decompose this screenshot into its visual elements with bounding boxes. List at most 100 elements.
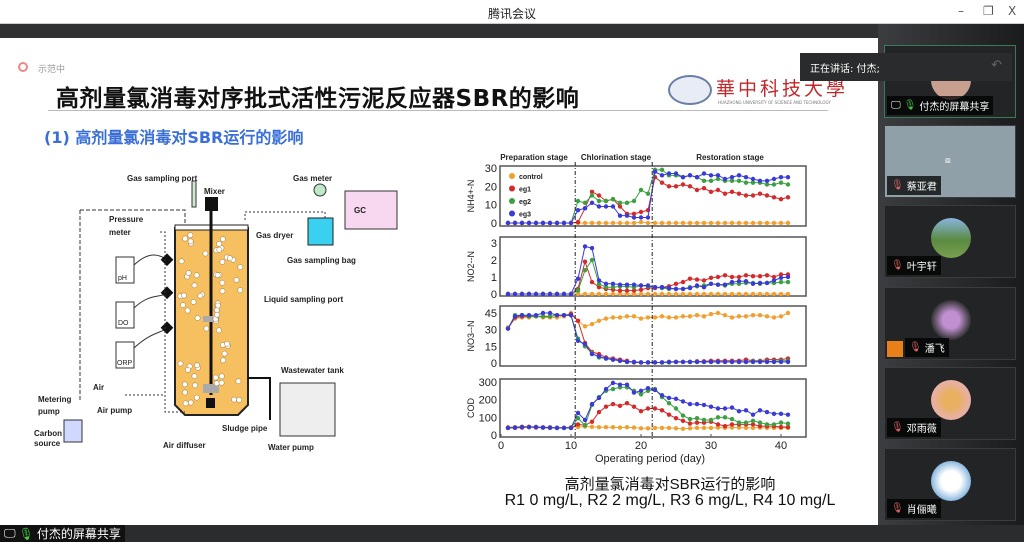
bubble <box>193 394 200 401</box>
data-point-control <box>659 314 665 319</box>
bubble <box>216 246 223 253</box>
data-point-eg3 <box>722 282 728 287</box>
data-point-eg3 <box>540 291 546 297</box>
data-point-control <box>708 291 714 297</box>
data-point-eg3 <box>659 393 665 398</box>
data-point-control <box>596 425 602 430</box>
data-point-control <box>736 220 742 226</box>
data-point-control <box>715 291 721 297</box>
data-point-eg3 <box>694 359 700 365</box>
legend-marker-eg2 <box>509 198 515 204</box>
data-point-control <box>757 313 763 318</box>
bubble <box>187 238 194 245</box>
screen-share-icon: 🖵 <box>4 526 16 540</box>
data-point-eg1 <box>589 419 595 424</box>
wastewater-tank-shape <box>279 382 336 437</box>
data-point-control <box>743 220 749 226</box>
restore-button[interactable]: ❐ <box>983 4 994 18</box>
data-point-eg3 <box>561 220 567 226</box>
university-logo <box>668 75 712 105</box>
data-point-eg3 <box>757 408 763 413</box>
bubble <box>237 264 244 271</box>
data-point-control <box>785 310 791 316</box>
bubble <box>184 307 191 314</box>
data-point-eg3 <box>575 207 581 213</box>
bubble <box>182 400 189 407</box>
bubble <box>231 396 237 403</box>
data-point-eg2 <box>610 386 616 392</box>
y-axis-label: COD <box>466 398 476 419</box>
data-point-eg2 <box>729 416 735 422</box>
data-point-eg1 <box>729 422 735 427</box>
data-point-eg3 <box>701 402 707 408</box>
bubble <box>219 279 226 286</box>
data-point-eg3 <box>638 388 644 394</box>
label-pressure: Pressure <box>109 215 144 224</box>
data-point-control <box>694 313 700 318</box>
data-point-eg1 <box>778 424 784 430</box>
y-tick-label: 0 <box>491 358 497 370</box>
data-point-control <box>666 220 672 226</box>
data-point-eg1 <box>645 406 651 411</box>
data-point-eg1 <box>715 274 721 280</box>
data-point-control <box>631 425 637 430</box>
screen-share-icon: 🖵 <box>891 100 901 111</box>
minimize-button[interactable]: – <box>958 4 964 18</box>
bubble <box>215 302 221 309</box>
data-point-control <box>673 291 679 297</box>
data-point-control <box>757 220 763 226</box>
data-point-eg2 <box>743 180 749 185</box>
data-point-eg2 <box>610 285 616 290</box>
data-point-eg3 <box>778 174 784 180</box>
data-point-eg2 <box>757 420 763 425</box>
data-point-eg3 <box>778 359 784 365</box>
label-ph: pH <box>118 275 127 282</box>
data-point-eg3 <box>757 280 763 286</box>
participant-name: 邓雨薇 <box>906 424 937 435</box>
data-point-eg2 <box>596 198 602 204</box>
legend-marker-eg3 <box>509 210 515 217</box>
data-point-control <box>701 220 707 226</box>
data-point-eg3 <box>673 359 679 365</box>
data-point-eg1 <box>736 191 742 196</box>
data-point-control <box>582 220 588 226</box>
data-point-eg1 <box>708 275 714 281</box>
mic-muted-icon: 🎙 <box>891 260 904 271</box>
data-point-eg3 <box>610 380 616 386</box>
bubble <box>191 282 198 289</box>
series-line-eg1 <box>507 313 789 363</box>
data-point-eg2 <box>764 182 770 187</box>
data-point-eg3 <box>554 425 560 431</box>
mic-muted-icon: 🎙 <box>891 180 904 191</box>
data-point-control <box>638 291 644 297</box>
bubble <box>218 379 225 386</box>
y-tick-label: 0 <box>491 289 497 301</box>
data-point-eg2 <box>715 415 721 420</box>
y-axis-label: NO3--N <box>466 321 476 352</box>
data-point-control <box>645 315 651 320</box>
data-point-eg3 <box>631 282 637 287</box>
speaking-indicator: 正在讲话: 付杰; ↶ <box>800 53 1012 81</box>
data-point-eg1 <box>617 403 623 409</box>
data-point-eg2 <box>575 416 581 421</box>
data-point-control <box>610 425 616 430</box>
participant-tile[interactable]: 🎙 肖俪曦 <box>884 448 1016 521</box>
logo-subtext: HUAZHONG UNIVERSITY OF SCIENCE AND TECHN… <box>718 100 831 105</box>
data-point-eg1 <box>687 276 693 281</box>
participant-tile[interactable]: ⧈ 🎙 蔡亚君 <box>884 125 1016 198</box>
participant-tile[interactable]: 🎙 邓雨薇 <box>884 367 1016 440</box>
participant-tile[interactable]: 🎙 潘飞 <box>884 287 1016 360</box>
data-point-eg2 <box>701 417 707 423</box>
participant-tile[interactable]: 🎙 叶宇轩 <box>884 205 1016 278</box>
data-point-eg3 <box>512 220 518 226</box>
data-point-control <box>764 220 770 226</box>
mic-on-icon: 🎙 <box>903 100 917 111</box>
close-button[interactable]: X <box>1008 4 1017 18</box>
data-point-eg1 <box>750 273 756 279</box>
data-point-eg3 <box>701 171 707 176</box>
data-point-eg3 <box>617 358 623 363</box>
undo-icon[interactable]: ↶ <box>991 58 1002 73</box>
legend-label: eg1 <box>519 187 531 194</box>
data-point-control <box>722 291 728 297</box>
data-point-eg3 <box>729 405 735 410</box>
